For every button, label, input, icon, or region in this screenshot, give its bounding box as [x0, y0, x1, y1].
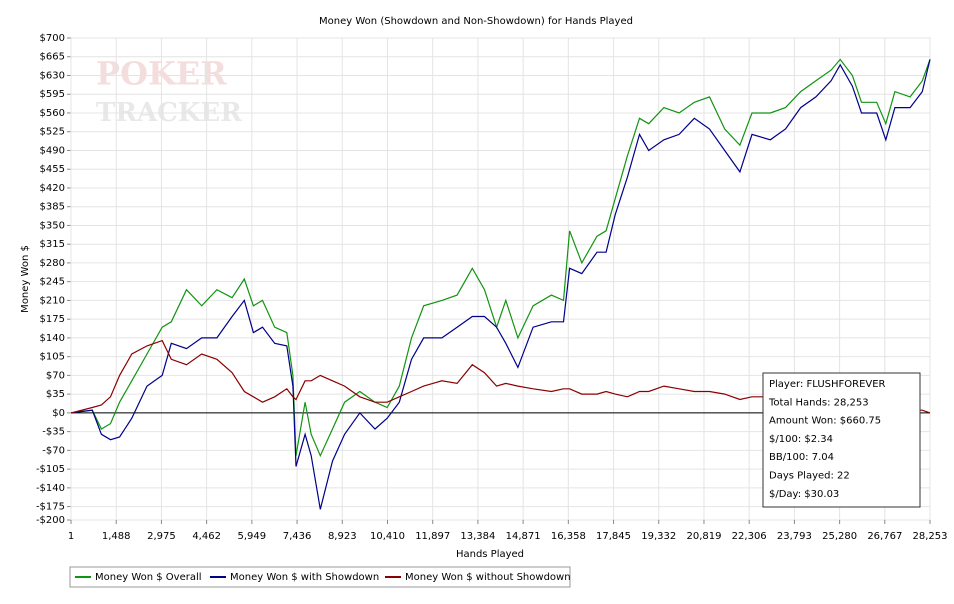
chart-title: Money Won (Showdown and Non-Showdown) fo… — [319, 16, 633, 27]
legend-label: Money Won $ Overall — [95, 572, 202, 583]
y-tick-label: $700 — [40, 33, 65, 44]
x-tick-label: 20,819 — [686, 531, 721, 542]
x-tick-label: 11,897 — [415, 531, 450, 542]
x-tick-label: 8,923 — [328, 531, 357, 542]
x-tick-label: 28,253 — [913, 531, 948, 542]
y-tick-label: $665 — [40, 52, 65, 63]
y-tick-label: $490 — [40, 145, 65, 156]
x-tick-label: 16,358 — [551, 531, 586, 542]
y-tick-label: $525 — [40, 127, 65, 138]
x-tick-label: 5,949 — [238, 531, 267, 542]
x-axis-label: Hands Played — [456, 549, 524, 560]
x-tick-label: 14,871 — [506, 531, 541, 542]
x-tick-label: 26,767 — [867, 531, 902, 542]
info-line: $/Day: $30.03 — [769, 489, 839, 500]
y-tick-label: $245 — [40, 277, 65, 288]
info-line: Player: FLUSHFOREVER — [769, 379, 886, 390]
x-tick-label: 7,436 — [283, 531, 312, 542]
y-tick-label: -$70 — [42, 445, 65, 456]
legend-label: Money Won $ with Showdown — [230, 572, 379, 583]
y-tick-label: $560 — [40, 108, 65, 119]
y-tick-label: -$35 — [42, 427, 65, 438]
y-tick-label: -$140 — [36, 483, 65, 494]
y-tick-label: $35 — [46, 389, 65, 400]
y-tick-label: -$175 — [36, 502, 65, 513]
y-tick-label: $455 — [40, 164, 65, 175]
y-tick-label: $210 — [40, 295, 65, 306]
x-tick-label: 2,975 — [147, 531, 176, 542]
x-tick-label: 13,384 — [460, 531, 495, 542]
y-tick-label: $385 — [40, 202, 65, 213]
y-tick-label: $175 — [40, 314, 65, 325]
info-line: Amount Won: $660.75 — [769, 416, 881, 427]
x-tick-label: 4,462 — [192, 531, 221, 542]
info-line: Total Hands: 28,253 — [768, 397, 869, 408]
info-box — [762, 372, 921, 508]
y-tick-label: $630 — [40, 70, 65, 81]
x-tick-label: 22,306 — [732, 531, 767, 542]
y-tick-label: $105 — [40, 352, 65, 363]
info-line: Days Played: 22 — [769, 471, 850, 482]
info-line: $/100: $2.34 — [769, 434, 833, 445]
y-tick-label: $595 — [40, 89, 65, 100]
legend-label: Money Won $ without Showdown — [405, 572, 571, 583]
x-tick-label: 25,280 — [822, 531, 857, 542]
y-tick-label: $350 — [40, 220, 65, 231]
y-tick-label: $420 — [40, 183, 65, 194]
x-tick-label: 10,410 — [370, 531, 405, 542]
series-line — [70, 58, 931, 458]
y-tick-label: $140 — [40, 333, 65, 344]
series-line — [70, 59, 931, 510]
x-tick-label: 19,332 — [641, 531, 676, 542]
x-tick-label: 1,488 — [102, 531, 131, 542]
y-tick-label: $315 — [40, 239, 65, 250]
y-tick-label: -$105 — [36, 464, 65, 475]
y-tick-label: $70 — [46, 370, 65, 381]
x-tick-label: 1 — [68, 531, 74, 542]
x-tick-label: 23,793 — [777, 531, 812, 542]
y-tick-label: -$200 — [36, 515, 65, 526]
x-tick-label: 17,845 — [596, 531, 631, 542]
legend — [69, 566, 571, 588]
y-tick-label: $0 — [52, 408, 65, 419]
y-axis-label: Money Won $ — [20, 245, 31, 313]
y-tick-label: $280 — [40, 258, 65, 269]
info-line: BB/100: 7.04 — [769, 452, 834, 463]
